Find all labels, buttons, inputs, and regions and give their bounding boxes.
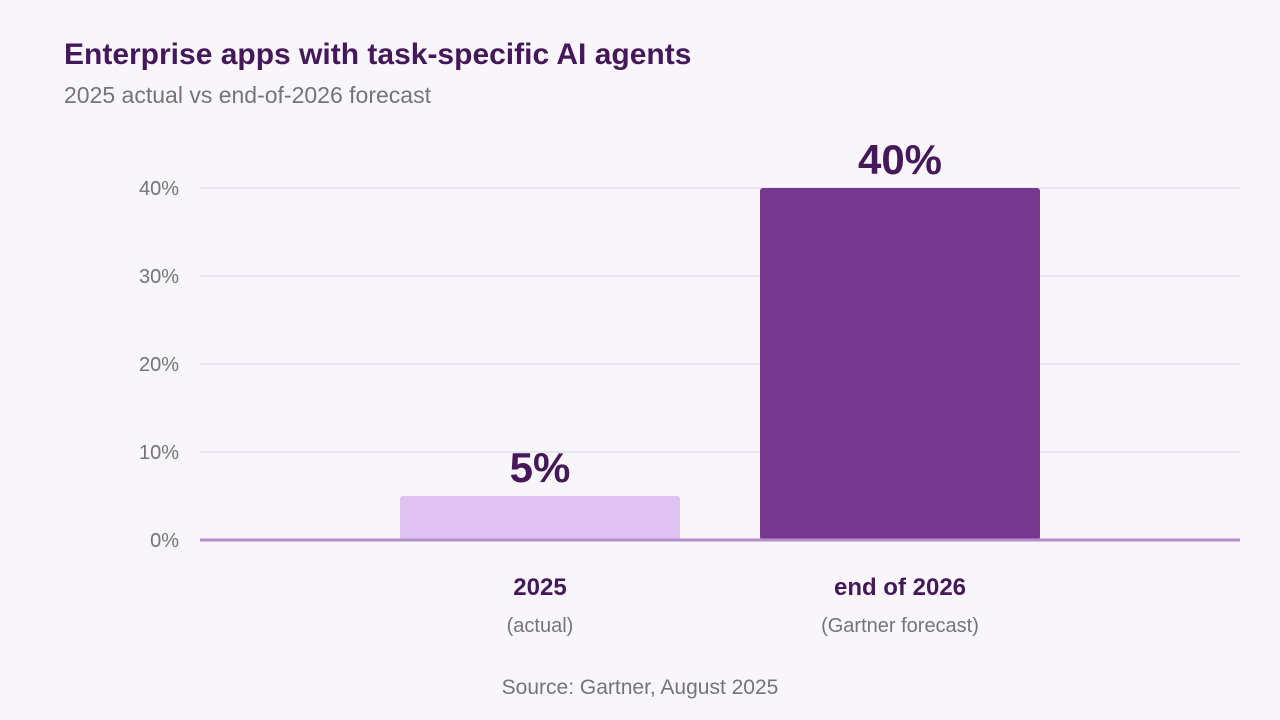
y-tick-label: 10%	[139, 442, 179, 464]
chart-title: Enterprise apps with task-specific AI ag…	[64, 38, 692, 71]
x-category-label: 2025	[513, 574, 566, 601]
gridlines	[200, 187, 1240, 453]
x-axis-ticks: 2025 (actual) end of 2026 (Gartner forecast…	[507, 574, 979, 637]
bars	[400, 188, 1040, 540]
x-category-note: (Gartner forecast)	[821, 615, 979, 637]
y-tick-label: 0%	[150, 530, 179, 552]
bar-forecast	[760, 188, 1040, 540]
bar-value-label: 40%	[858, 136, 942, 183]
bar-actual	[400, 496, 680, 540]
chart-subtitle: 2025 actual vs end-of-2026 forecast	[64, 82, 431, 108]
y-axis-ticks: 0% 10% 20% 30% 40%	[139, 178, 179, 552]
y-tick-label: 20%	[139, 354, 179, 376]
x-category-note: (actual)	[507, 615, 574, 637]
y-tick-label: 30%	[139, 266, 179, 288]
source-note: Source: Gartner, August 2025	[501, 676, 779, 699]
value-labels: 5% 40%	[510, 136, 942, 491]
y-tick-label: 40%	[139, 178, 179, 200]
bar-value-label: 5%	[510, 444, 571, 491]
x-category-label: end of 2026	[834, 574, 966, 601]
